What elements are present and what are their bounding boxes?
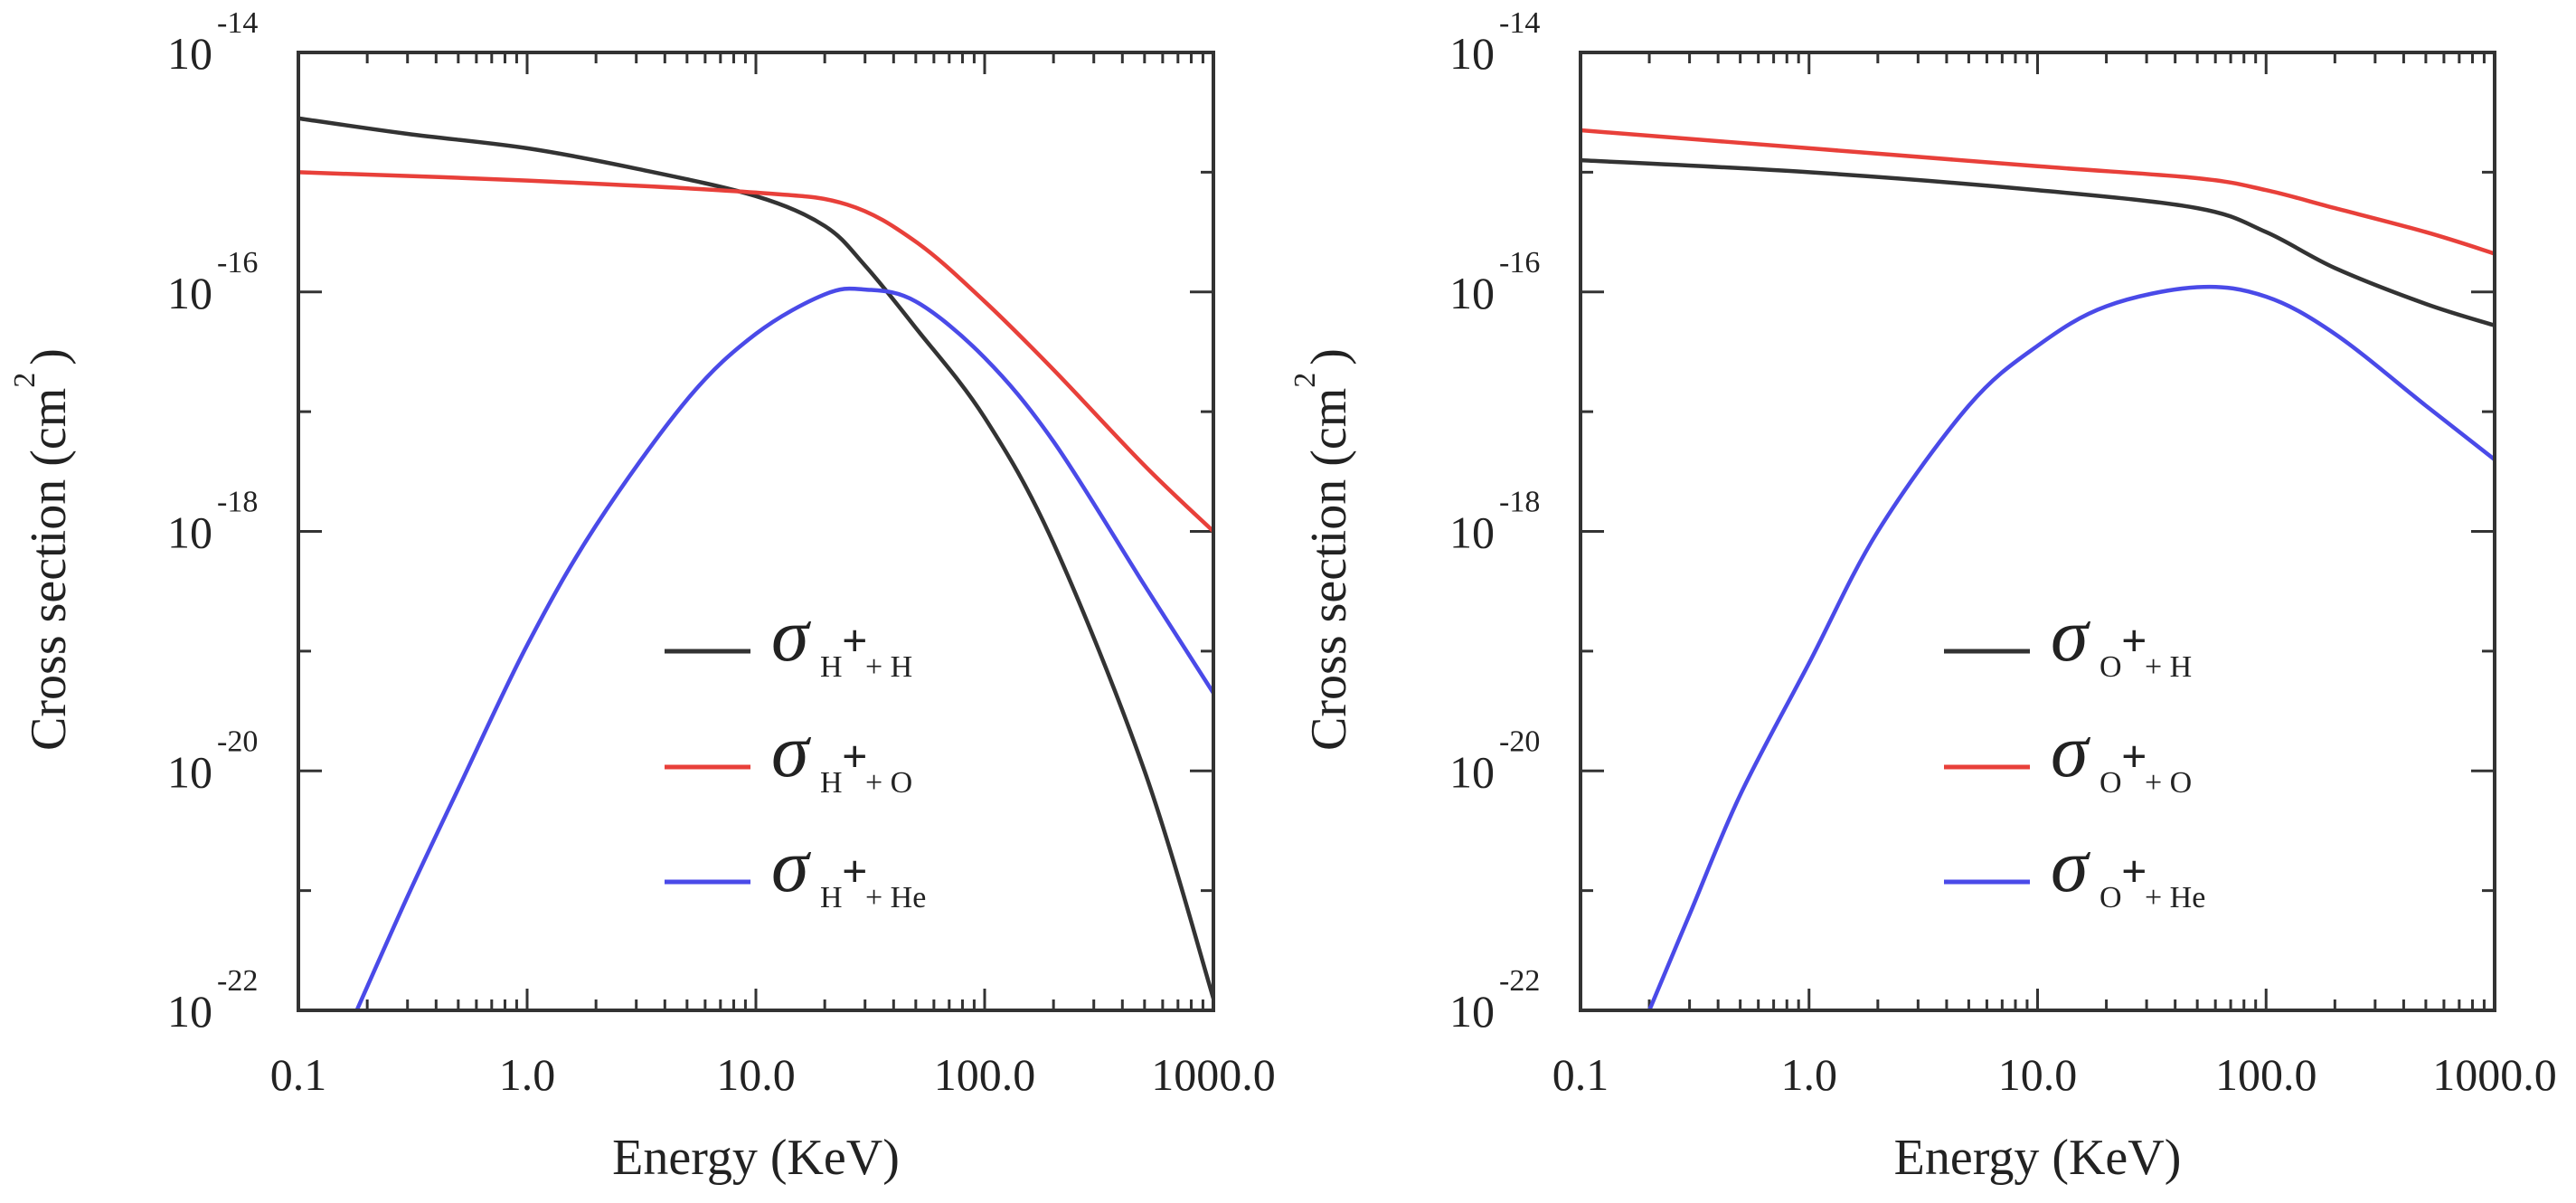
y-axis-title-close: ) [21, 348, 77, 365]
y-axis-title: Cross section (cm2) [8, 348, 77, 751]
plot-frame [297, 51, 1215, 1012]
legend-sigma-2: σ [2051, 824, 2091, 908]
y-axis-title-main: Cross section (cm [21, 388, 77, 751]
y-tick-label-base: 10 [167, 28, 212, 79]
legend-sub-plus-0: + [2121, 615, 2147, 666]
x-tick-label: 100.0 [2215, 1049, 2317, 1100]
y-tick-label-base: 10 [1449, 986, 1495, 1037]
legend-sub-ion-0: H [820, 650, 843, 684]
series-line-2 [354, 286, 1213, 1010]
chart-panel-right: 0.1 1.0 10.0 100.0 1000.010-1410-1610-1810-2… [1288, 6, 2557, 1186]
legend-sigma-1: σ [771, 709, 812, 793]
legend-sub-ion-2: H [820, 881, 843, 914]
legend-sub-plus-1: + [842, 731, 868, 781]
legend-sub-plus-2: + [2121, 846, 2147, 896]
y-tick-label-base: 10 [1449, 268, 1495, 318]
series-line-0 [298, 116, 1213, 1001]
series-line-1 [298, 170, 1213, 534]
y-tick-label-exponent: -16 [217, 246, 258, 279]
legend-sub-ion-1: O [2099, 766, 2122, 800]
legend-sub-target-0: + H [2145, 650, 2192, 684]
x-tick-label: 1000.0 [1151, 1049, 1276, 1100]
x-tick-label: 10.0 [716, 1049, 796, 1100]
y-tick-label-base: 10 [167, 507, 212, 558]
y-tick-label-exponent: -18 [1499, 486, 1540, 519]
legend-sigma-0: σ [771, 593, 812, 677]
x-tick-label: 0.1 [270, 1049, 327, 1100]
y-axis-title-main: Cross section (cm [1301, 388, 1357, 751]
x-tick-label: 10.0 [1998, 1049, 2078, 1100]
x-axis-title: Energy (KeV) [612, 1130, 900, 1186]
legend-sigma-0: σ [2051, 593, 2091, 677]
legend-sub-ion-0: O [2099, 650, 2122, 684]
legend-sub-plus-1: + [2121, 731, 2147, 781]
legend-sub-target-1: + O [2145, 766, 2192, 800]
legend-sigma-1: σ [2051, 709, 2091, 793]
legend-sub-target-0: + H [865, 650, 912, 684]
y-tick-label-base: 10 [1449, 28, 1495, 79]
y-tick-label-base: 10 [167, 986, 212, 1037]
y-tick-label-exponent: -20 [1499, 725, 1540, 758]
x-tick-label: 100.0 [934, 1049, 1036, 1100]
y-tick-label-base: 10 [167, 268, 212, 318]
plot-frame [1579, 51, 2496, 1012]
x-tick-label: 1.0 [499, 1049, 556, 1100]
y-tick-label-base: 10 [1449, 746, 1495, 797]
y-axis-title-superscript: 2 [1288, 373, 1322, 388]
series-line-1 [1581, 128, 2495, 256]
y-axis-title-group: Cross section (cm2) [8, 348, 77, 751]
y-tick-label-exponent: -22 [217, 964, 258, 998]
legend-sub-ion-2: O [2099, 881, 2122, 914]
y-axis-title: Cross section (cm2) [1288, 348, 1357, 751]
legend-sub-target-2: + He [2145, 881, 2205, 914]
legend-sub-ion-1: H [820, 766, 843, 800]
y-axis-title-group: Cross section (cm2) [1288, 348, 1357, 751]
y-tick-label-exponent: -18 [217, 486, 258, 519]
chart-panel-left: 0.1 1.0 10.0 100.0 1000.010-1410-1610-1810-2… [8, 6, 1276, 1186]
y-axis-title-superscript: 2 [8, 373, 42, 388]
x-tick-label: 1.0 [1781, 1049, 1838, 1100]
series-line-0 [1581, 157, 2495, 328]
legend-sub-plus-2: + [842, 846, 868, 896]
legend-sub-plus-0: + [842, 615, 868, 666]
y-tick-label-exponent: -22 [1499, 964, 1540, 998]
legend-sub-target-2: + He [865, 881, 926, 914]
y-tick-label-exponent: -16 [1499, 246, 1540, 279]
x-axis-title: Energy (KeV) [1894, 1130, 2182, 1186]
x-tick-label: 1000.0 [2432, 1049, 2557, 1100]
series-line-2 [1647, 284, 2495, 1010]
y-tick-label-exponent: -14 [1499, 6, 1540, 40]
y-tick-label-exponent: -14 [217, 6, 258, 40]
y-tick-label-exponent: -20 [217, 725, 258, 758]
x-tick-label: 0.1 [1552, 1049, 1609, 1100]
legend-sigma-2: σ [771, 824, 812, 908]
legend-sub-target-1: + O [865, 766, 912, 800]
y-tick-label-base: 10 [1449, 507, 1495, 558]
y-tick-label-base: 10 [167, 746, 212, 797]
y-axis-title-close: ) [1301, 348, 1357, 365]
